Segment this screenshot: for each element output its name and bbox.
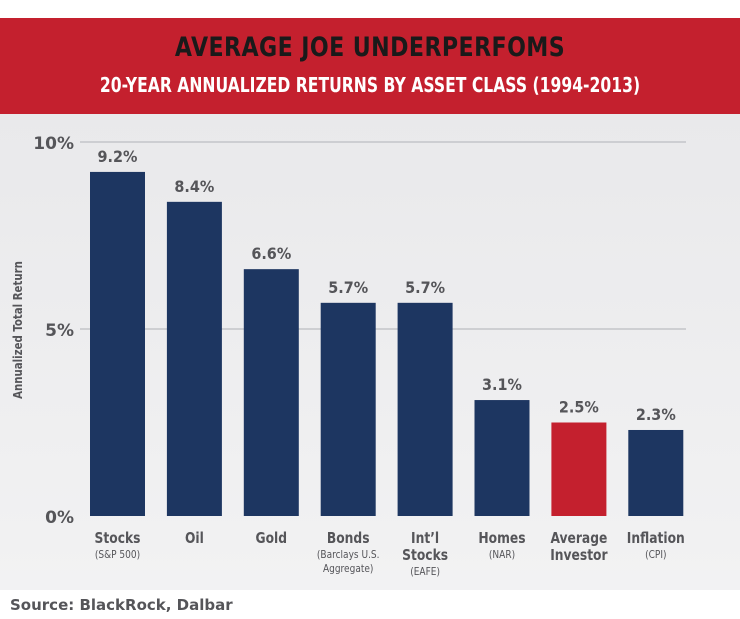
bar [397, 302, 453, 516]
data-label: 5.7% [328, 278, 368, 297]
x-tick-label: Stocks [402, 547, 448, 564]
data-label: 8.4% [174, 177, 214, 196]
bar [166, 201, 222, 516]
bar [551, 422, 607, 516]
bar [243, 269, 299, 516]
x-tick-sublabel: (CPI) [645, 549, 666, 561]
x-tick-label: Investor [550, 547, 608, 564]
x-tick-label: Homes [478, 530, 525, 547]
y-tick-label: 5% [45, 321, 74, 341]
bar [90, 171, 145, 517]
data-label: 2.5% [559, 398, 599, 417]
x-tick-label: Inflation [627, 530, 685, 547]
data-label: 9.2% [98, 147, 138, 166]
data-label: 3.1% [482, 375, 522, 394]
y-axis-label: Annualized Total Return [11, 261, 25, 399]
x-tick-sublabel: (EAFE) [410, 566, 440, 578]
data-label: 2.3% [636, 405, 676, 424]
x-tick-sublabel: Aggregate) [323, 563, 374, 575]
x-tick-sublabel: (Barclays U.S. [317, 549, 380, 561]
y-tick-label: 10% [33, 134, 74, 154]
y-tick-label: 0% [45, 508, 74, 528]
x-tick-label: Average [550, 530, 607, 547]
chart-subtitle: 20-YEAR ANNUALIZED RETURNS BY ASSET CLAS… [99, 73, 641, 97]
bar [474, 400, 530, 516]
chart-title: AVERAGE JOE UNDERPERFOMS [174, 32, 566, 63]
x-tick-label: Int’l [411, 530, 439, 547]
x-tick-label: Stocks [95, 530, 141, 547]
source-note: Source: BlackRock, Dalbar [10, 596, 233, 614]
data-label: 6.6% [251, 244, 291, 263]
x-tick-label: Gold [256, 530, 288, 547]
x-tick-sublabel: (NAR) [489, 549, 515, 561]
x-tick-label: Bonds [327, 530, 370, 547]
bar [320, 302, 376, 516]
x-tick-label: Oil [185, 530, 204, 547]
data-label: 5.7% [405, 278, 445, 297]
x-tick-sublabel: (S&P 500) [95, 549, 140, 561]
title-banner: AVERAGE JOE UNDERPERFOMS 20-YEAR ANNUALI… [0, 18, 740, 114]
bar [628, 429, 684, 516]
